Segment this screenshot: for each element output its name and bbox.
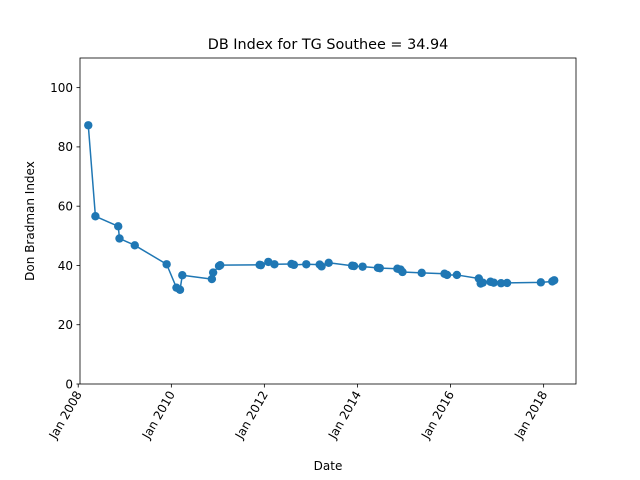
series-db-index bbox=[84, 121, 559, 294]
data-point bbox=[496, 279, 506, 288]
x-axis: Jan 2008 Jan 2010 Jan 2012 Jan 2014 Jan 2016… bbox=[46, 384, 550, 442]
y-tick-label: 80 bbox=[58, 140, 73, 154]
data-point bbox=[375, 263, 384, 273]
plot-area bbox=[79, 57, 577, 385]
data-point bbox=[349, 261, 359, 271]
y-axis-label: Don Bradman Index bbox=[23, 161, 37, 281]
y-tick-label: 0 bbox=[65, 377, 73, 391]
data-point bbox=[115, 234, 124, 243]
chart-title: DB Index for TG Southee = 34.94 bbox=[208, 37, 449, 53]
x-tick-label: Jan 2018 bbox=[511, 389, 550, 443]
data-point bbox=[216, 260, 225, 270]
data-point bbox=[417, 268, 426, 278]
y-tick-label: 100 bbox=[50, 81, 73, 95]
data-point bbox=[289, 260, 299, 270]
data-point bbox=[175, 285, 185, 294]
data-point bbox=[398, 267, 407, 277]
data-point bbox=[442, 270, 452, 280]
x-tick-label: Jan 2008 bbox=[46, 389, 85, 443]
data-point bbox=[208, 268, 218, 277]
data-point bbox=[324, 258, 333, 267]
y-tick-label: 60 bbox=[58, 199, 73, 213]
data-point bbox=[358, 262, 367, 271]
data-point bbox=[478, 278, 487, 287]
x-tick-label: Jan 2014 bbox=[325, 389, 364, 443]
data-point bbox=[502, 278, 512, 288]
y-axis: 0 20 40 60 80 100 bbox=[50, 81, 80, 391]
y-tick-label: 40 bbox=[58, 259, 73, 273]
data-point bbox=[256, 260, 266, 270]
data-point bbox=[207, 274, 217, 284]
data-point bbox=[270, 260, 279, 269]
x-axis-label: Date bbox=[314, 459, 343, 473]
x-tick-label: Jan 2012 bbox=[232, 389, 271, 443]
data-point bbox=[302, 260, 311, 269]
data-point bbox=[114, 222, 123, 231]
data-point bbox=[178, 271, 187, 280]
data-point bbox=[317, 262, 326, 271]
data-point bbox=[91, 212, 100, 221]
data-point bbox=[452, 270, 462, 280]
y-tick-label: 20 bbox=[58, 318, 73, 332]
data-point bbox=[536, 278, 546, 287]
data-point bbox=[162, 260, 171, 269]
data-point bbox=[550, 276, 559, 285]
data-point bbox=[84, 121, 93, 130]
data-point bbox=[489, 278, 498, 287]
x-tick-label: Jan 2016 bbox=[418, 389, 457, 443]
plot-frame bbox=[79, 57, 577, 385]
x-tick-label: Jan 2010 bbox=[139, 389, 178, 443]
data-point bbox=[130, 241, 139, 250]
